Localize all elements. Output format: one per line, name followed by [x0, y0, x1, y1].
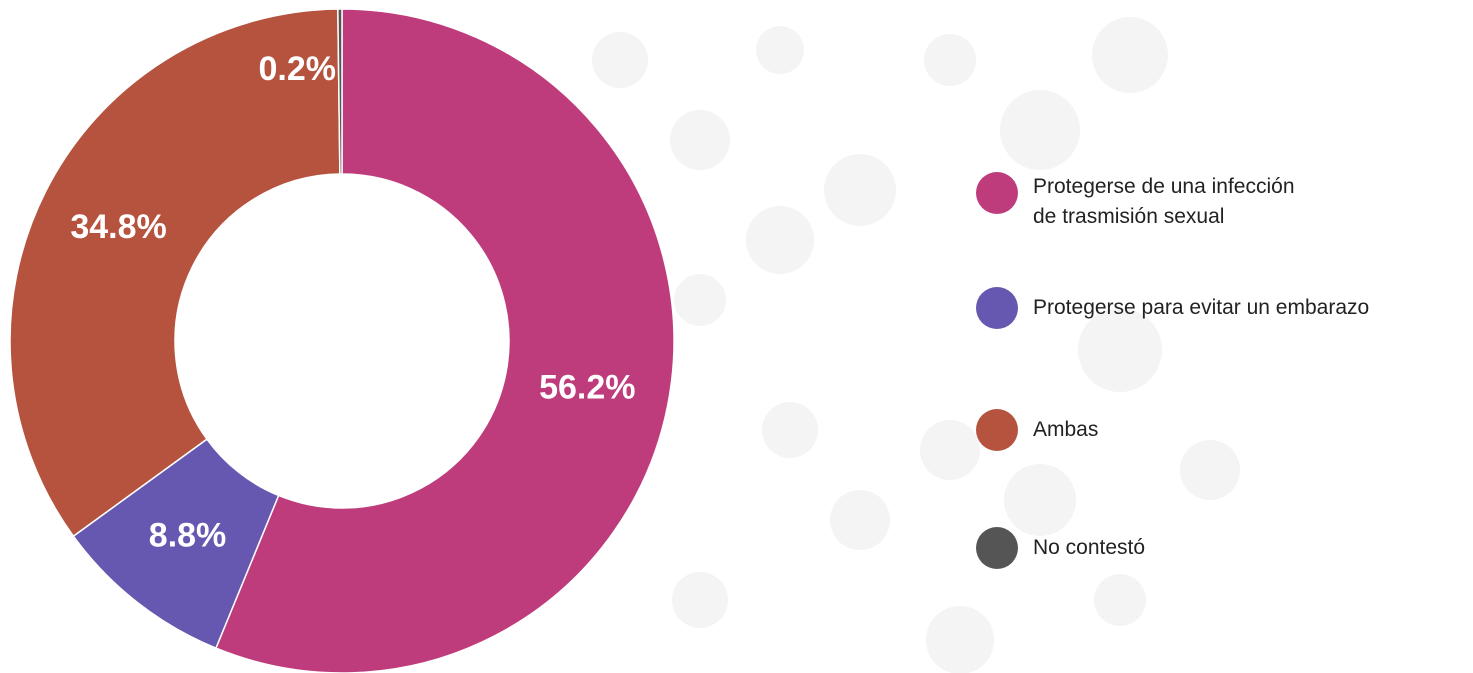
value-label: 56.2% [539, 368, 635, 406]
legend-swatch [976, 409, 1018, 451]
legend-item: Protegerse de una infección de trasmisió… [976, 172, 1295, 232]
legend-label: Ambas [1033, 418, 1099, 441]
legend-item: Ambas [976, 409, 1098, 451]
legend-label: No contestó [1033, 536, 1146, 559]
background-dots [592, 17, 1240, 673]
legend-swatch [976, 287, 1018, 329]
legend-swatch [976, 527, 1018, 569]
value-label: 34.8% [70, 208, 166, 246]
value-label: 8.8% [149, 517, 227, 555]
value-label: 0.2% [259, 50, 337, 88]
slice [337, 8, 343, 175]
slice [9, 8, 341, 538]
legend-item: Protegerse para evitar un embarazo [976, 287, 1369, 329]
legend-label: Protegerse de una infección de trasmisió… [1033, 175, 1295, 228]
legend-label: Protegerse para evitar un embarazo [1033, 296, 1370, 319]
legend-swatch [976, 172, 1018, 214]
legend-item: No contestó [976, 527, 1145, 569]
